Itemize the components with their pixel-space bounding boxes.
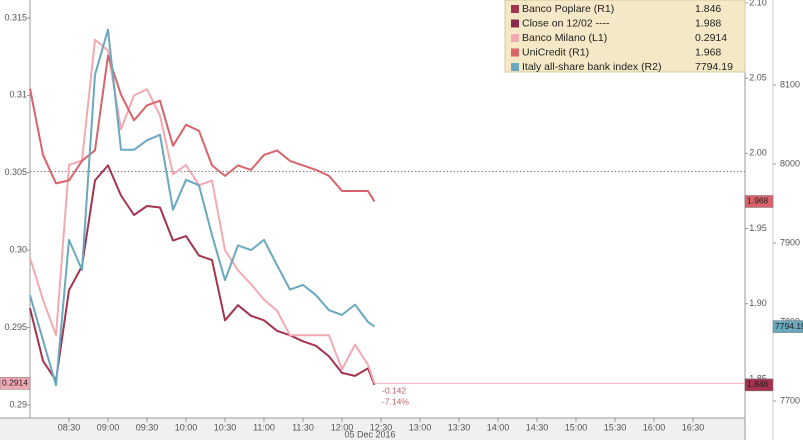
x-tick-label: 10:00	[175, 422, 198, 432]
value-tag	[0, 377, 31, 390]
legend-value: 0.2914	[695, 32, 727, 44]
legend-swatch	[511, 48, 519, 57]
y-tick-label: 0.29	[9, 399, 27, 409]
legend-value: 1.988	[695, 17, 721, 29]
y2-tick-label: 1.85	[749, 373, 767, 383]
legend-label: Banco Milano (L1)	[522, 32, 607, 44]
annotation: -7.14%	[382, 396, 409, 406]
y-tick-label: 0.305	[4, 167, 27, 177]
x-tick-label: 12:00	[331, 422, 354, 432]
y-tick-label: 0.31	[9, 90, 27, 100]
y3-tick-label: 7900	[780, 237, 800, 247]
annotation: -0.142	[382, 385, 406, 395]
x-tick-label: 09:30	[136, 422, 159, 432]
legend-label: UniCredit (R1)	[522, 46, 589, 58]
x-tick-label: 16:00	[643, 422, 666, 432]
y2-tick-label: 1.90	[749, 298, 767, 308]
legend: Banco Poplare (R1) 1.846 Close on 12/02 --…	[504, 0, 746, 73]
legend-label: Close on 12/02 ----	[522, 17, 610, 29]
series-line	[29, 54, 376, 203]
x-axis-band	[0, 418, 745, 440]
value-tag	[744, 378, 774, 392]
x-tick-label: 12:30	[370, 422, 393, 432]
legend-label: Banco Poplare (R1)	[522, 3, 614, 15]
y-tick-label: 0.315	[4, 12, 27, 22]
value-tag-label: 1.968	[747, 196, 769, 206]
legend-swatch	[511, 34, 519, 42]
legend-value: 1.846	[695, 3, 721, 15]
legend-value: 1.968	[695, 46, 721, 58]
y-tick-label: 0.295	[4, 322, 27, 332]
y2-tick-label: 1.95	[749, 223, 767, 233]
x-tick-label: 16:30	[682, 422, 705, 432]
y3-tick-label: 8000	[780, 158, 800, 168]
y3-tick-label: 7700	[780, 395, 800, 405]
legend-value: 7794.19	[695, 61, 733, 73]
y-tick-label: 0.30	[9, 245, 27, 255]
y3-tick-label: 8100	[780, 79, 800, 89]
x-tick-label: 13:00	[409, 422, 432, 432]
legend-swatch	[511, 63, 519, 71]
value-tag	[744, 195, 774, 208]
value-tag	[772, 320, 803, 333]
series-line	[29, 38, 376, 384]
x-tick-label: 15:00	[565, 422, 588, 432]
value-tag-label: 1.846	[747, 379, 769, 389]
series-line	[29, 28, 376, 387]
x-tick-label: 10:30	[214, 422, 237, 432]
series-line	[29, 164, 376, 386]
value-tag-label: 0.2914	[2, 378, 28, 388]
x-tick-label: 11:30	[292, 422, 314, 432]
legend-swatch	[511, 5, 519, 13]
x-tick-label: 11:00	[253, 422, 275, 432]
legend-swatch	[511, 19, 519, 28]
x-tick-label: 14:00	[487, 422, 510, 432]
x-tick-label: 13:30	[448, 422, 471, 432]
value-tag-label: 7794.19	[775, 321, 803, 331]
y2-tick-label: 2.00	[749, 148, 767, 158]
legend-label: Italy all-share bank index (R2)	[522, 61, 661, 73]
x-tick-label: 09:00	[97, 422, 120, 432]
y2-tick-label: 2.10	[749, 0, 767, 7]
legend-box	[504, 0, 746, 73]
x-axis-label: 05 Dec 2016	[344, 429, 395, 439]
x-tick-label: 14:30	[526, 422, 549, 432]
y2-tick-label: 2.05	[749, 73, 767, 83]
x-tick-label: 15:30	[604, 422, 627, 432]
x-tick-label: 08:30	[58, 422, 81, 432]
